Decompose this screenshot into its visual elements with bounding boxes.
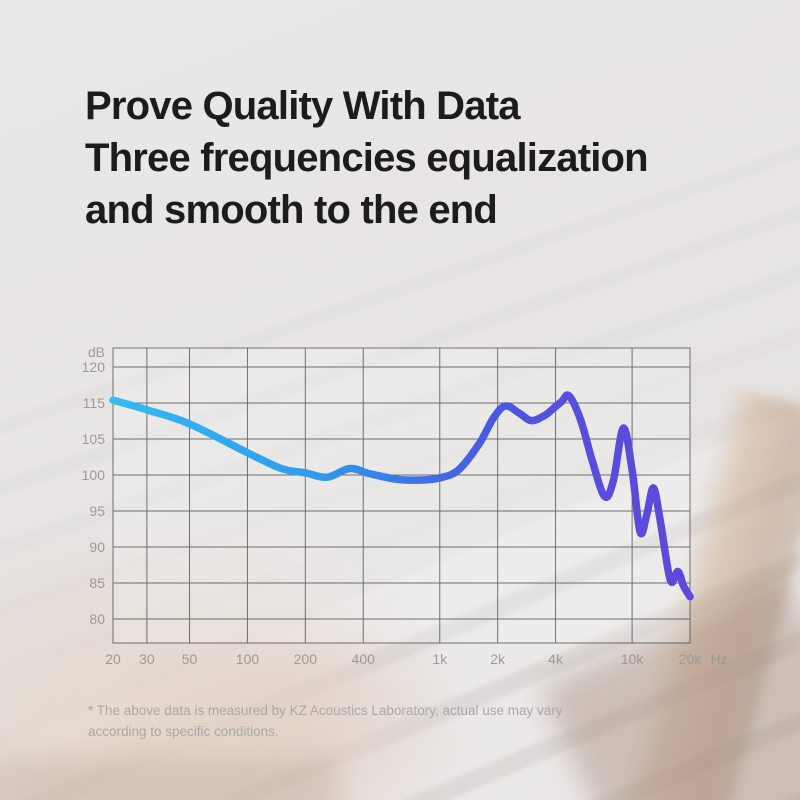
chart-grid (112, 347, 691, 644)
response-curve (109, 391, 694, 601)
x-tick-label: 4k (548, 651, 564, 667)
headline-line-1: Prove Quality With Data (85, 84, 520, 128)
y-tick-label: 80 (89, 611, 105, 627)
bg-dark-wood-blur (0, 756, 340, 800)
x-tick-label: 100 (236, 651, 260, 667)
x-tick-label: 1k (432, 651, 448, 667)
bg-hand-blur-inner (120, 600, 460, 800)
headline: Prove Quality With Data Three frequencie… (85, 80, 649, 236)
x-tick-label: 20k (679, 651, 703, 667)
x-tick-label: 400 (352, 651, 376, 667)
y-tick-label: 115 (83, 395, 106, 411)
x-tick-label: 10k (621, 651, 645, 667)
y-tick-label: 90 (89, 539, 105, 555)
axis-labels: 20 30 50 100 200 400 1k 2k 4k 10k 20k Hz 120 115 105 10… (82, 344, 728, 667)
headline-line-3: and smooth to the end (85, 188, 498, 232)
x-axis-unit: Hz (710, 651, 727, 667)
y-tick-label: 105 (82, 431, 106, 447)
x-tick-label: 2k (490, 651, 506, 667)
y-tick-label: 85 (89, 575, 105, 591)
y-axis-unit: dB (88, 344, 105, 360)
x-tick-label: 200 (294, 651, 318, 667)
disclaimer-text: * The above data is measured by KZ Acous… (88, 703, 563, 739)
y-tick-label: 100 (82, 467, 106, 483)
x-tick-label: 30 (139, 651, 155, 667)
x-tick-label: 20 (105, 651, 121, 667)
y-tick-label: 120 (82, 359, 106, 375)
headline-line-2: Three frequencies equalization (85, 136, 649, 180)
x-tick-label: 50 (182, 651, 198, 667)
y-tick-label: 95 (89, 503, 105, 519)
